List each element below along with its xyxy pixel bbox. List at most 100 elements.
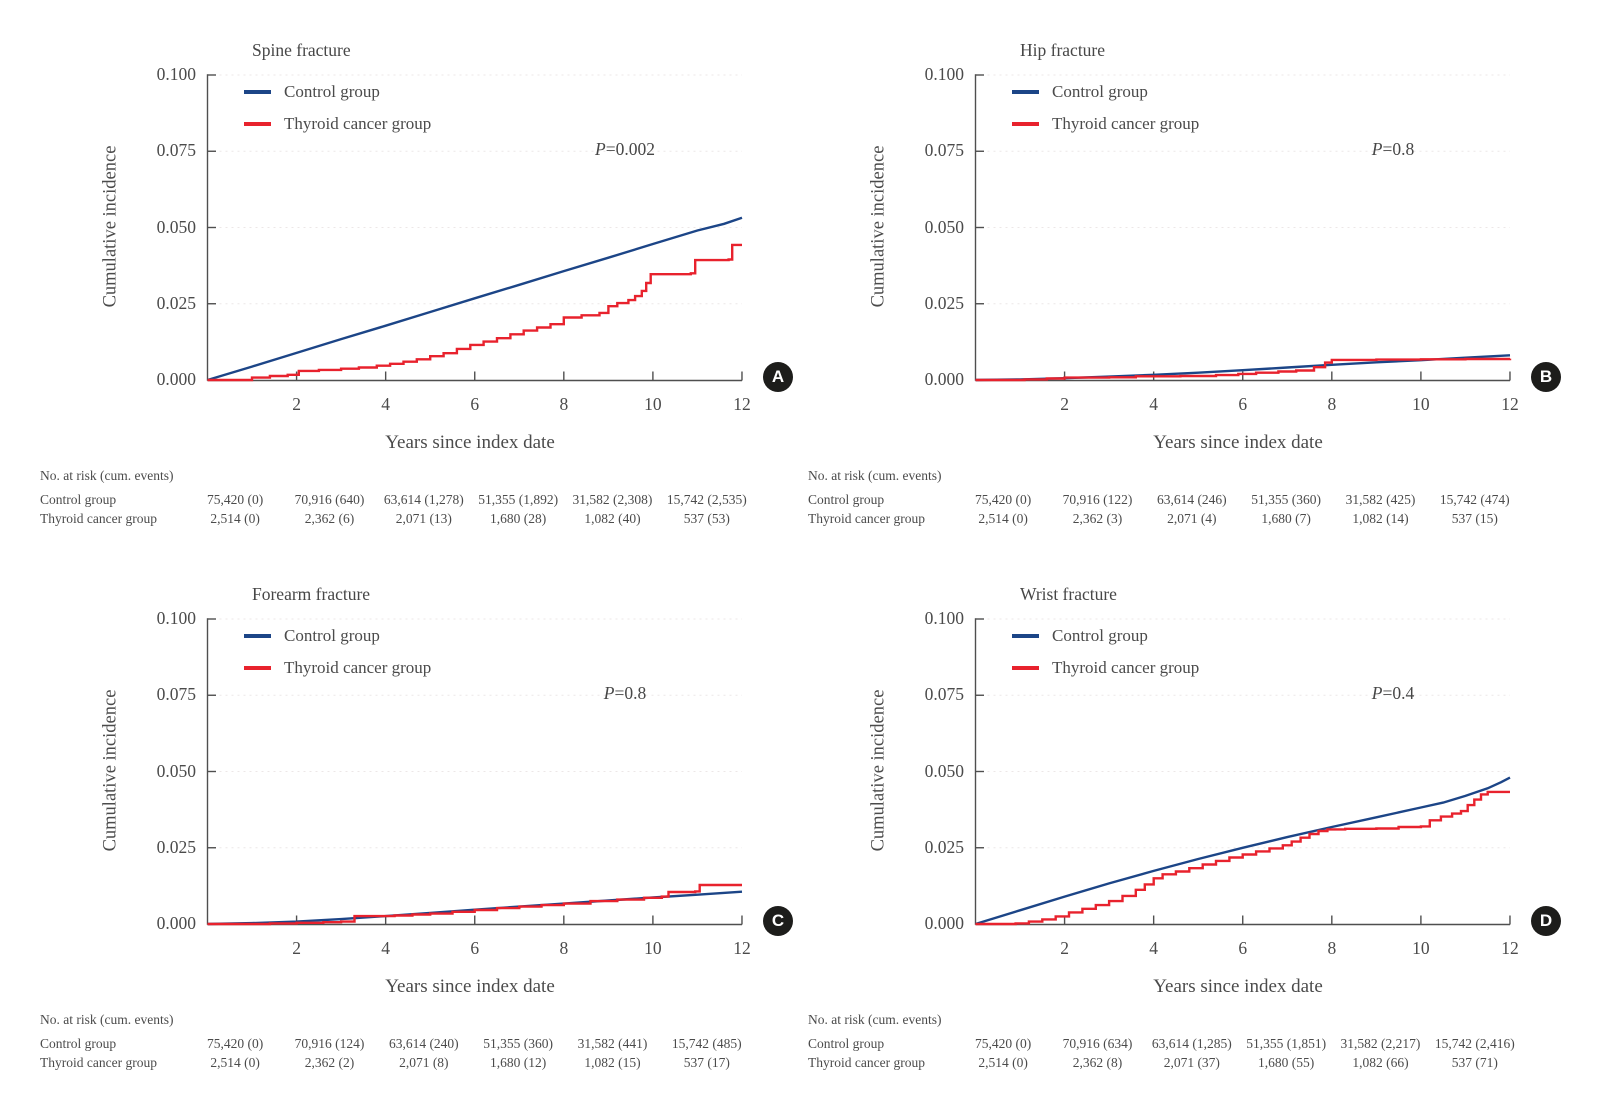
risk-row-label: Control group xyxy=(808,1036,885,1051)
legend-item-control: Control group xyxy=(244,620,431,652)
x-axis-label: Years since index date xyxy=(1153,432,1323,453)
risk-count: 31,582 (425) xyxy=(1345,492,1416,507)
y-tick-label: 0.075 xyxy=(924,684,964,705)
risk-count: 75,420 (0) xyxy=(207,492,264,507)
risk-row-thyroid: Thyroid cancer group 2,514 (0) 2,362 (6) 2,… xyxy=(0,511,800,529)
legend-label-control: Control group xyxy=(1052,82,1148,101)
x-tick-label: 10 xyxy=(644,394,662,414)
y-tick-label: 0.100 xyxy=(156,64,196,84)
p-value: P=0.8 xyxy=(1371,139,1415,159)
x-tick-label: 6 xyxy=(1238,938,1248,958)
x-tick-label: 4 xyxy=(381,394,391,414)
spine-fracture-plot xyxy=(206,74,743,382)
p-value: P=0.8 xyxy=(603,683,647,703)
control-line-swatch xyxy=(1012,90,1039,94)
y-tick-label: 0.050 xyxy=(156,216,196,237)
risk-count: 63,614 (1,278) xyxy=(383,492,464,507)
risk-count: 51,355 (1,892) xyxy=(478,492,559,507)
risk-count: 75,420 (0) xyxy=(975,1036,1032,1051)
forearm-fracture-plot xyxy=(206,618,743,926)
risk-count: 2,071 (13) xyxy=(395,511,452,526)
y-tick-label: 0.050 xyxy=(156,760,196,781)
risk-count: 1,082 (15) xyxy=(584,1055,641,1070)
risk-count: 2,514 (0) xyxy=(210,511,260,526)
panel-letter-badge: C xyxy=(763,906,793,936)
risk-count: 31,582 (2,217) xyxy=(1340,1036,1421,1051)
panel-forearm-fracture: Forearm fracture Control group Thyroid c… xyxy=(0,544,800,1112)
risk-count: 2,071 (37) xyxy=(1163,1055,1220,1070)
thyroid-line-swatch xyxy=(244,122,271,126)
legend-label-control: Control group xyxy=(284,626,380,645)
risk-count: 63,614 (246) xyxy=(1156,492,1227,507)
risk-count: 537 (17) xyxy=(683,1055,730,1070)
risk-count: 15,742 (2,535) xyxy=(666,492,747,507)
risk-row-control: Control group 75,420 (0) 70,916 (122) 63,61… xyxy=(768,492,1604,510)
x-tick-label: 12 xyxy=(733,938,751,958)
x-axis-label: Years since index date xyxy=(385,976,555,997)
control-line-swatch xyxy=(244,634,271,638)
risk-count: 2,362 (2) xyxy=(304,1055,355,1070)
x-tick-label: 2 xyxy=(292,938,301,958)
x-tick-label: 6 xyxy=(470,394,480,414)
x-tick-label: 4 xyxy=(381,938,391,958)
risk-count: 2,362 (6) xyxy=(304,511,355,526)
risk-count: 63,614 (1,285) xyxy=(1151,1036,1232,1051)
panel-title: Spine fracture xyxy=(252,40,351,60)
risk-count: 63,614 (240) xyxy=(388,1036,459,1051)
risk-count: 2,362 (3) xyxy=(1072,511,1123,526)
legend-item-thyroid: Thyroid cancer group xyxy=(244,652,431,684)
risk-count: 2,071 (8) xyxy=(399,1055,449,1070)
legend: Control group Thyroid cancer group xyxy=(244,76,431,140)
risk-table-header: No. at risk (cum. events) xyxy=(40,1012,174,1027)
risk-row-thyroid: Thyroid cancer group 2,514 (0) 2,362 (8) 2,… xyxy=(768,1055,1604,1073)
y-tick-label: 0.000 xyxy=(924,369,964,389)
panel-title: Forearm fracture xyxy=(252,584,371,604)
risk-count: 2,362 (8) xyxy=(1072,1055,1123,1070)
risk-count: 1,680 (7) xyxy=(1261,511,1311,526)
y-tick-label: 0.075 xyxy=(156,140,196,161)
risk-row-label: Control group xyxy=(40,1036,117,1051)
y-axis-label: Cumulative incidence xyxy=(100,689,121,852)
x-tick-label: 4 xyxy=(1149,394,1159,414)
legend-label-thyroid: Thyroid cancer group xyxy=(1052,114,1200,133)
y-axis-label: Cumulative incidence xyxy=(868,689,889,852)
risk-count: 15,742 (2,416) xyxy=(1434,1036,1515,1051)
x-axis-label: Years since index date xyxy=(1153,976,1323,997)
x-tick-label: 6 xyxy=(470,938,480,958)
panel-hip-fracture: Hip fracture Control group Thyroid cance… xyxy=(768,0,1604,544)
risk-count: 2,514 (0) xyxy=(978,1055,1028,1070)
risk-count: 31,582 (2,308) xyxy=(572,492,653,507)
x-tick-label: 2 xyxy=(1060,394,1069,414)
p-value: P=0.4 xyxy=(1371,683,1415,703)
risk-count: 51,355 (1,851) xyxy=(1246,1036,1327,1051)
panel-letter-badge: B xyxy=(1531,362,1561,392)
y-tick-label: 0.050 xyxy=(924,760,964,781)
risk-count: 70,916 (122) xyxy=(1062,492,1133,507)
panel-spine-fracture: Spine fracture Control group Thyroid can… xyxy=(0,0,800,544)
risk-count: 15,742 (474) xyxy=(1439,492,1510,507)
legend-item-control: Control group xyxy=(1012,620,1199,652)
risk-row-control: Control group 75,420 (0) 70,916 (634) 63,61… xyxy=(768,1036,1604,1054)
risk-count: 70,916 (124) xyxy=(294,1036,365,1051)
legend: Control group Thyroid cancer group xyxy=(1012,76,1199,140)
risk-count: 2,514 (0) xyxy=(978,511,1028,526)
y-tick-label: 0.025 xyxy=(156,292,196,313)
legend: Control group Thyroid cancer group xyxy=(1012,620,1199,684)
risk-count: 1,680 (12) xyxy=(490,1055,547,1070)
x-tick-label: 10 xyxy=(1412,938,1430,958)
x-tick-label: 10 xyxy=(644,938,662,958)
risk-row-label: Control group xyxy=(808,492,885,507)
panel-letter-badge: A xyxy=(763,362,793,392)
legend: Control group Thyroid cancer group xyxy=(244,620,431,684)
risk-count: 2,071 (4) xyxy=(1167,511,1217,526)
x-tick-label: 12 xyxy=(733,394,751,414)
legend-item-control: Control group xyxy=(244,76,431,108)
y-tick-label: 0.100 xyxy=(156,608,196,628)
y-tick-label: 0.000 xyxy=(156,913,196,933)
x-tick-label: 2 xyxy=(292,394,301,414)
risk-count: 31,582 (441) xyxy=(577,1036,648,1051)
risk-count: 537 (53) xyxy=(683,511,730,526)
risk-count: 51,355 (360) xyxy=(1251,492,1322,507)
risk-row-thyroid: Thyroid cancer group 2,514 (0) 2,362 (3) 2,… xyxy=(768,511,1604,529)
x-axis-label: Years since index date xyxy=(385,432,555,453)
